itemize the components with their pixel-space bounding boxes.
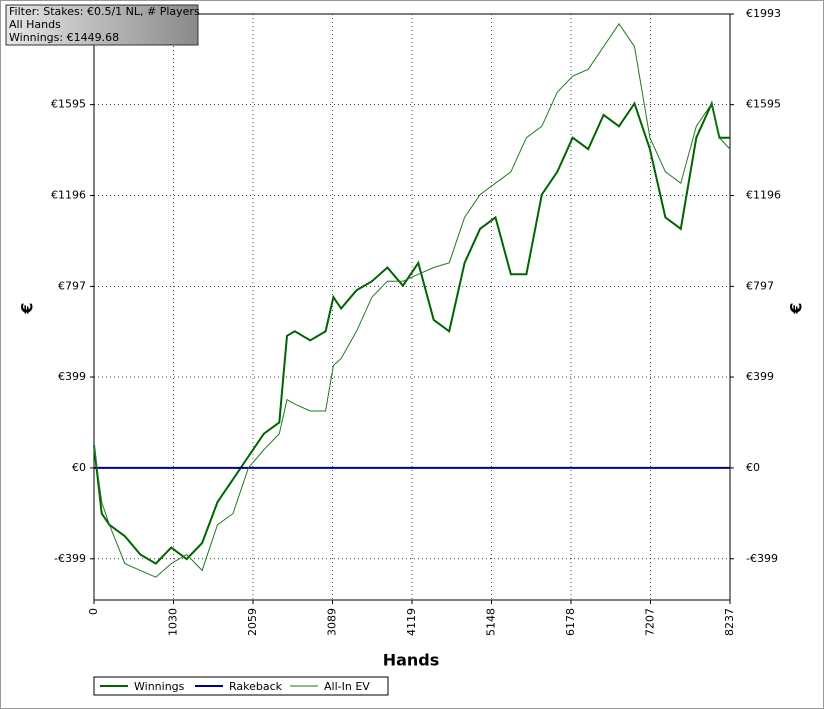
legend-label: All-In EV [324, 680, 370, 693]
y-tick-label: €1196 [51, 189, 86, 202]
y-tick-label: -€399 [54, 552, 86, 565]
y2-axis-label: € [787, 302, 806, 314]
series-line [93, 22, 731, 578]
legend: Winnings Rakeback All-In EV [93, 676, 389, 696]
y2-tick-label: -€399 [746, 552, 778, 565]
y2-tick-label: €1595 [746, 98, 781, 111]
y-tick-label: €0 [72, 461, 86, 474]
legend-label: Winnings [134, 680, 185, 693]
y2-tick-label: €0 [746, 461, 760, 474]
y-tick-label: €1595 [51, 98, 86, 111]
info-background [5, 4, 199, 46]
plot-border [93, 13, 731, 601]
legend-box [93, 676, 389, 696]
y2-tick-label: €1993 [746, 7, 781, 20]
x-axis-label: Hands [383, 651, 440, 670]
info-line: Winnings: €1449.68 [9, 31, 119, 44]
x-tick-label: 0 [87, 608, 100, 615]
x-tick-label: 4119 [405, 608, 418, 636]
y-tick-label: €797 [58, 279, 86, 292]
y2-tick-label: €399 [746, 370, 774, 383]
x-tick-label: 7207 [643, 608, 656, 636]
info-box: Filter: Stakes: €0.5/1 NL, # PlayersAll … [5, 4, 200, 46]
x-tick-label: 8237 [723, 608, 736, 636]
y2-tick-label: €797 [746, 279, 774, 292]
x-tick-label: 2059 [246, 608, 259, 636]
x-tick-label: 5148 [484, 608, 497, 636]
x-tick-label: 6178 [564, 608, 577, 636]
legend-label: Rakeback [229, 680, 283, 693]
y-axis-label: € [18, 302, 37, 314]
x-tick-label: 3089 [326, 608, 339, 636]
x-tick-label: 1030 [167, 608, 180, 636]
series-line [93, 100, 730, 565]
y-tick-label: €399 [58, 370, 86, 383]
y2-tick-label: €1196 [746, 189, 781, 202]
info-line: Filter: Stakes: €0.5/1 NL, # Players [9, 5, 200, 18]
info-line: All Hands [9, 18, 61, 31]
